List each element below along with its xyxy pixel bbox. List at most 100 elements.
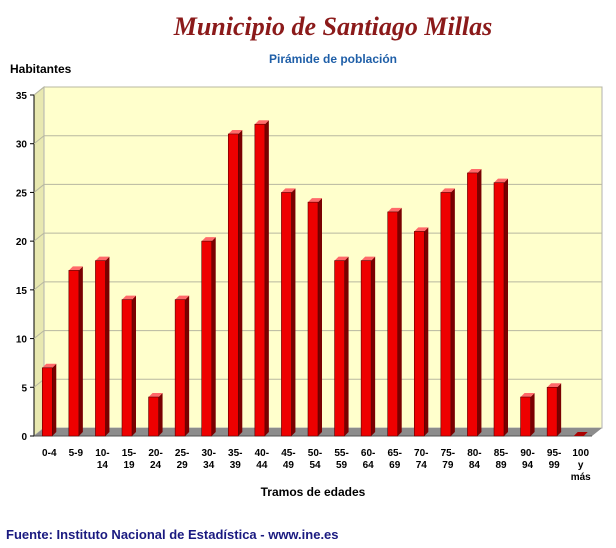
bar-front [440,192,452,437]
bar-top [308,198,322,203]
bar-front [387,211,399,437]
bar-top [281,188,296,193]
bar-top [148,393,163,398]
bar-front [467,172,478,437]
bar-front [360,260,372,437]
y-tick-label: 15 [16,286,28,297]
y-tick-label: 35 [16,91,28,102]
x-tick-label: 30-34 [201,448,215,471]
x-tick-label: 55-59 [334,448,348,471]
bar-top [494,178,508,183]
bar [413,227,429,437]
bar-top [520,393,535,398]
chart-title: Municipio de Santiago Millas [173,12,493,41]
bar-front [413,231,425,437]
x-tick-label: 50-54 [308,448,322,471]
bar-side [78,266,83,436]
bar-side [557,383,562,436]
bar-side [504,178,508,436]
bar [121,295,136,437]
bar [467,168,482,437]
x-tick-label: 35-39 [228,448,242,471]
bar-front [201,240,213,437]
bar-front [334,260,345,437]
chart-subtitle: Pirámide de población [268,52,398,66]
bar [281,188,296,437]
gridline [33,183,602,193]
bar [334,256,349,437]
x-tick-label: 85-89 [494,448,508,471]
bar-side [238,129,243,436]
x-tick-label: 0-4 [42,448,57,459]
bar-top [547,383,562,388]
x-tick-label: 20-24 [148,448,162,471]
bar-top [254,120,269,125]
bar-side [530,393,535,436]
bar-side [185,295,190,436]
bar-side [158,393,163,436]
bar [174,295,190,437]
bar-top [387,207,402,212]
bar [573,432,588,436]
bar-top [414,227,429,232]
bar-side [424,227,429,436]
bar-top [201,237,216,242]
source-footer: Fuente: Instituto Nacional de Estadístic… [6,527,339,542]
bar-top [228,129,243,134]
bar-side [291,188,296,436]
bar [520,393,535,437]
bar [41,363,57,437]
bar-side [211,237,216,436]
y-tick-label: 10 [16,335,28,346]
bar-side [132,295,136,436]
bar [546,383,562,437]
x-tick-label: 15-19 [122,448,136,471]
bar-front [68,270,80,437]
bar-top [68,266,83,271]
bar-top [467,168,482,173]
bar-side [344,256,349,436]
bar-top [42,363,57,368]
y-tick-label: 20 [16,237,28,248]
bar [493,178,508,437]
bar-side [264,120,269,436]
bar-top [361,256,376,261]
bar-side [52,363,57,436]
bar-side [477,168,482,436]
bar [201,237,216,437]
x-tick-label: 45-49 [281,448,295,471]
gridline [33,135,602,145]
bar-side [105,256,110,436]
bar-side [450,188,455,436]
x-tick-label: 5-9 [69,448,84,459]
x-tick-label: 65-69 [387,448,401,471]
bar-front [148,396,159,437]
bar [440,188,455,437]
x-tick-label: 100 y más [571,448,591,483]
bar-front [281,192,292,437]
bar-top [122,295,136,300]
bar [254,120,269,437]
bar-side [371,256,376,436]
bar [148,393,163,437]
bar [68,266,83,437]
bar-front [520,396,531,437]
y-tick-label: 5 [21,383,27,394]
bar-front [121,299,133,437]
x-tick-label: 40-44 [255,448,269,471]
x-tick-label: 95-99 [547,448,561,471]
bar [387,207,402,437]
bar-top [175,295,190,300]
bar-front [95,260,106,437]
bar-front [307,201,319,437]
bar [307,198,322,437]
bar-front [227,133,239,437]
bar-top [95,256,110,261]
bar [360,256,376,437]
y-tick-label: 30 [16,140,28,151]
y-axis-label: Habitantes [10,62,72,76]
x-axis-label: Tramos de edades [260,485,366,499]
bar-side [318,198,322,436]
bar-front [41,367,53,437]
